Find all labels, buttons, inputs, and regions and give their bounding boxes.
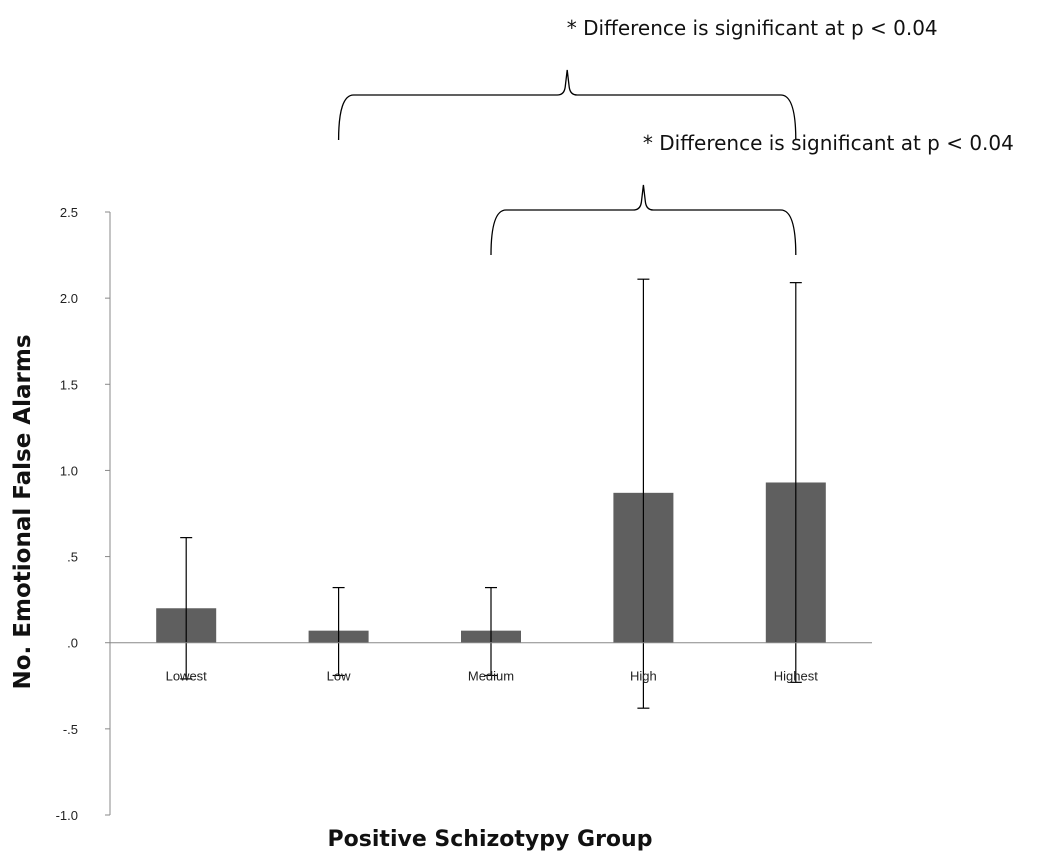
- y-tick-label: 2.5: [60, 205, 78, 220]
- y-tick-label: 1.5: [60, 377, 78, 392]
- x-tick-label-highest: Highest: [774, 669, 818, 684]
- y-tick-label: 2.0: [60, 291, 78, 306]
- significance-bracket: [339, 70, 796, 140]
- x-axis-title: Positive Schizotypy Group: [328, 827, 653, 852]
- significance-bracket: [491, 185, 796, 255]
- y-tick-label: .0: [67, 636, 78, 651]
- axes: [110, 212, 872, 815]
- y-tick-label: 1.0: [60, 463, 78, 478]
- significance-note: * Difference is significant at p < 0.04: [643, 131, 1014, 155]
- x-tick-labels: Lowest Low Medium High Highest: [166, 669, 819, 684]
- y-tick-label: -1.0: [56, 808, 78, 823]
- annotations: * Difference is significant at p < 0.04 *…: [339, 16, 1014, 255]
- y-ticks: 2.5 2.0 1.5 1.0 .5 .0 -.5 -1.0: [56, 205, 110, 823]
- x-tick-label-lowest: Lowest: [166, 669, 208, 684]
- x-tick-label-high: High: [630, 669, 657, 684]
- significance-note: * Difference is significant at p < 0.04: [567, 16, 938, 40]
- y-tick-label: -.5: [63, 722, 78, 737]
- error-bars: [180, 279, 802, 708]
- x-tick-label-low: Low: [327, 669, 351, 684]
- x-tick-label-medium: Medium: [468, 669, 514, 684]
- y-axis-title: No. Emotional False Alarms: [10, 334, 36, 689]
- y-tick-label: .5: [67, 550, 78, 565]
